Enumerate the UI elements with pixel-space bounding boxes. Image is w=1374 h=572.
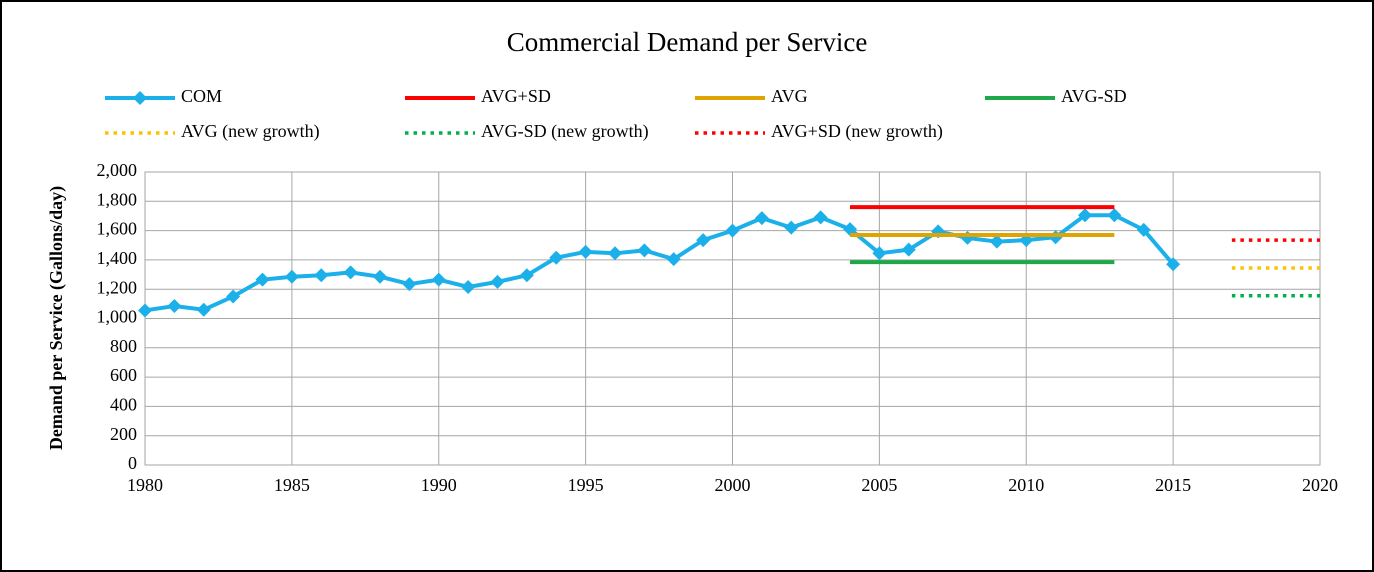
- point-marker: [519, 268, 534, 283]
- point-marker: [901, 242, 916, 257]
- point-marker: [402, 277, 417, 292]
- y-tick-label: 1,200: [97, 277, 138, 297]
- point-marker: [725, 223, 740, 238]
- plot-frame: [144, 171, 1321, 466]
- y-tick-label: 600: [110, 365, 137, 385]
- y-tick-label: 1,400: [97, 248, 138, 268]
- legend-label: AVG-SD: [1061, 86, 1127, 106]
- point-marker: [608, 246, 622, 261]
- point-marker: [461, 280, 476, 295]
- point-marker: [578, 244, 593, 259]
- point-marker: [226, 289, 241, 304]
- point-marker: [696, 233, 711, 248]
- x-tick-label: 1990: [421, 475, 457, 495]
- point-marker: [637, 243, 652, 258]
- y-tick-label: 400: [110, 395, 137, 415]
- legend-label: AVG+SD (new growth): [771, 121, 943, 142]
- point-marker: [1078, 208, 1092, 223]
- legend-label: AVG (new growth): [181, 121, 320, 142]
- legend-label: AVG+SD: [481, 86, 551, 106]
- x-tick-label: 1995: [568, 475, 604, 495]
- point-marker: [196, 302, 211, 317]
- point-marker: [989, 234, 1004, 249]
- point-marker: [754, 211, 769, 226]
- point-marker: [373, 269, 387, 284]
- point-marker: [549, 250, 564, 265]
- chart-title: Commercial Demand per Service: [507, 27, 868, 57]
- legend-marker: [133, 91, 147, 105]
- y-tick-label: 800: [110, 336, 137, 356]
- point-marker: [284, 269, 299, 284]
- y-tick-label: 1,800: [97, 189, 138, 209]
- point-marker: [1166, 257, 1181, 272]
- point-marker: [843, 222, 857, 237]
- x-tick-label: 2015: [1155, 475, 1191, 495]
- point-marker: [343, 265, 358, 280]
- y-tick-label: 1,000: [97, 307, 138, 327]
- x-tick-label: 2010: [1008, 475, 1044, 495]
- point-marker: [666, 252, 681, 267]
- x-tick-label: 1980: [127, 475, 163, 495]
- point-marker: [1107, 208, 1122, 223]
- legend-label: COM: [181, 86, 222, 106]
- legend-label: AVG-SD (new growth): [481, 121, 649, 142]
- x-tick-label: 1985: [274, 475, 310, 495]
- point-marker: [784, 220, 799, 235]
- y-tick-label: 2,000: [97, 160, 138, 180]
- x-tick-label: 2005: [861, 475, 897, 495]
- point-marker: [314, 268, 329, 283]
- point-marker: [167, 299, 182, 314]
- x-tick-label: 2000: [715, 475, 751, 495]
- y-tick-label: 200: [110, 424, 137, 444]
- y-tick-label: 1,600: [97, 219, 138, 239]
- point-marker: [138, 303, 152, 318]
- point-marker: [813, 210, 828, 225]
- point-marker: [490, 274, 505, 289]
- point-marker: [255, 272, 270, 287]
- y-axis-label: Demand per Service (Gallons/day): [46, 186, 67, 450]
- legend-label: AVG: [771, 86, 808, 106]
- y-tick-label: 0: [128, 453, 137, 473]
- point-marker: [1136, 222, 1151, 237]
- point-marker: [431, 272, 446, 287]
- x-tick-label: 2020: [1302, 475, 1338, 495]
- point-marker: [872, 246, 887, 261]
